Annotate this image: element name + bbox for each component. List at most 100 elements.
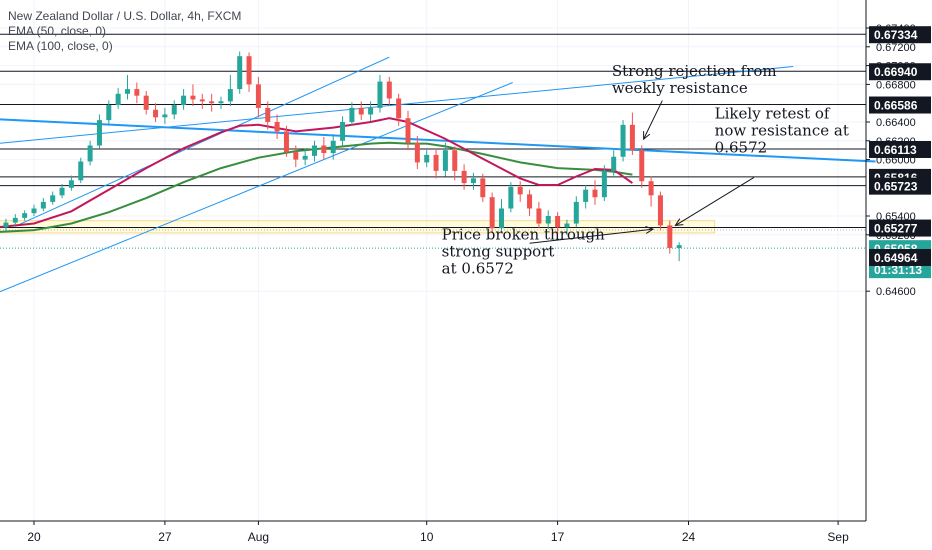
candle bbox=[555, 212, 561, 233]
candle bbox=[181, 89, 187, 110]
candle bbox=[639, 145, 645, 188]
candle-body bbox=[218, 101, 224, 104]
legend-ema-100[interactable]: EMA (100, close, 0) bbox=[8, 39, 113, 53]
candle bbox=[676, 242, 682, 262]
candle-body bbox=[50, 195, 56, 202]
candle-body bbox=[237, 56, 243, 90]
candle bbox=[611, 150, 617, 176]
candle bbox=[40, 198, 46, 212]
level-price-tag-text: 0.66940 bbox=[874, 65, 918, 79]
candle-body bbox=[657, 195, 663, 226]
candle bbox=[620, 120, 626, 162]
candle-body bbox=[424, 154, 430, 163]
annotation-text: now resistance at bbox=[715, 121, 849, 139]
level-price-tag-text: 0.66113 bbox=[874, 143, 917, 157]
candle-body bbox=[508, 186, 514, 209]
candle bbox=[545, 210, 551, 230]
candle-body bbox=[312, 145, 317, 156]
candle bbox=[162, 107, 168, 124]
candle bbox=[377, 75, 383, 113]
candle bbox=[153, 103, 159, 122]
candle bbox=[22, 210, 28, 221]
annotation-arrowhead bbox=[674, 218, 684, 226]
candle-body bbox=[573, 201, 579, 224]
candle-body bbox=[209, 101, 215, 104]
chart-title: New Zealand Dollar / U.S. Dollar, 4h, FX… bbox=[8, 9, 242, 23]
candle bbox=[293, 145, 299, 168]
level-price-tag-text: 0.65277 bbox=[874, 222, 918, 236]
candle-body bbox=[442, 150, 448, 171]
support-zone-group bbox=[0, 220, 716, 234]
ema-50-line bbox=[0, 141, 633, 233]
candle bbox=[50, 191, 56, 205]
price-tick-label: 0.67200 bbox=[876, 42, 916, 54]
candle bbox=[255, 76, 261, 118]
candle-body bbox=[349, 107, 355, 122]
candle bbox=[59, 184, 65, 199]
candle-body bbox=[143, 95, 149, 110]
candle-body bbox=[199, 99, 205, 102]
candle bbox=[592, 180, 598, 205]
candle bbox=[499, 199, 504, 233]
candle bbox=[527, 189, 533, 216]
time-axis[interactable]: 20 27 Aug 10 17 24 Sep bbox=[0, 520, 866, 544]
candle-body bbox=[611, 156, 617, 171]
candle-body bbox=[452, 150, 458, 171]
candle bbox=[199, 93, 205, 109]
annotation-arrowhead bbox=[645, 226, 655, 234]
candle-body bbox=[255, 84, 261, 108]
candle-body bbox=[564, 223, 570, 228]
candle-body bbox=[246, 56, 252, 85]
candle-body bbox=[22, 213, 28, 218]
candle bbox=[265, 101, 271, 130]
candle-body bbox=[639, 150, 645, 182]
candle-body bbox=[377, 81, 383, 108]
legend-ema-50[interactable]: EMA (50, close, 0) bbox=[8, 24, 107, 38]
candle-body bbox=[358, 107, 364, 115]
time-tick-label: 24 bbox=[682, 530, 696, 544]
candle-body bbox=[293, 152, 299, 160]
ema-lines bbox=[0, 117, 633, 233]
candle bbox=[508, 182, 514, 213]
candle-body bbox=[162, 114, 168, 118]
candle-body bbox=[629, 124, 635, 151]
candle bbox=[283, 125, 289, 157]
candle-body bbox=[68, 180, 74, 188]
annotation-text: Strong rejection from bbox=[612, 62, 777, 80]
candle bbox=[564, 219, 570, 235]
candle-body bbox=[592, 189, 598, 198]
previous-close-tag-text: 0.64964 bbox=[874, 251, 918, 265]
candle-body bbox=[601, 170, 607, 198]
horizontal-levels bbox=[0, 33, 866, 249]
candle bbox=[414, 136, 420, 169]
candle bbox=[274, 114, 280, 139]
candle bbox=[237, 51, 243, 94]
candle-body bbox=[414, 142, 420, 163]
candle-body bbox=[3, 222, 9, 228]
candle bbox=[190, 84, 196, 107]
candle bbox=[470, 172, 476, 190]
candle bbox=[115, 88, 121, 109]
candle bbox=[218, 96, 224, 109]
trendline bbox=[15, 56, 390, 227]
trendline bbox=[0, 66, 794, 144]
candle-body bbox=[283, 131, 289, 153]
candle bbox=[134, 82, 140, 104]
level-price-tag-background bbox=[869, 63, 931, 81]
level-price-tag-text: 0.66586 bbox=[874, 99, 918, 113]
level-price-tag-background bbox=[869, 219, 931, 237]
candle bbox=[583, 184, 589, 209]
candle bbox=[358, 101, 364, 121]
candle-body bbox=[265, 107, 271, 122]
candle bbox=[667, 220, 673, 254]
annotation-text: weekly resistance bbox=[612, 79, 748, 97]
time-tick-label: 27 bbox=[158, 530, 172, 544]
candle bbox=[368, 101, 374, 122]
candle bbox=[246, 52, 252, 92]
candle-body bbox=[330, 140, 336, 154]
price-axis[interactable]: 0.674000.672000.670000.668000.664000.662… bbox=[865, 0, 931, 521]
candles bbox=[3, 51, 682, 262]
annotation-arrow bbox=[643, 100, 663, 140]
time-tick-label: 17 bbox=[551, 530, 565, 544]
